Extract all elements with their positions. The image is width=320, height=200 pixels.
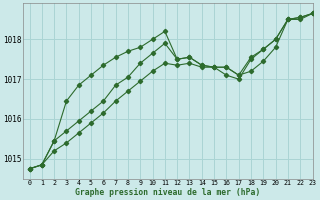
X-axis label: Graphe pression niveau de la mer (hPa): Graphe pression niveau de la mer (hPa): [75, 188, 260, 197]
